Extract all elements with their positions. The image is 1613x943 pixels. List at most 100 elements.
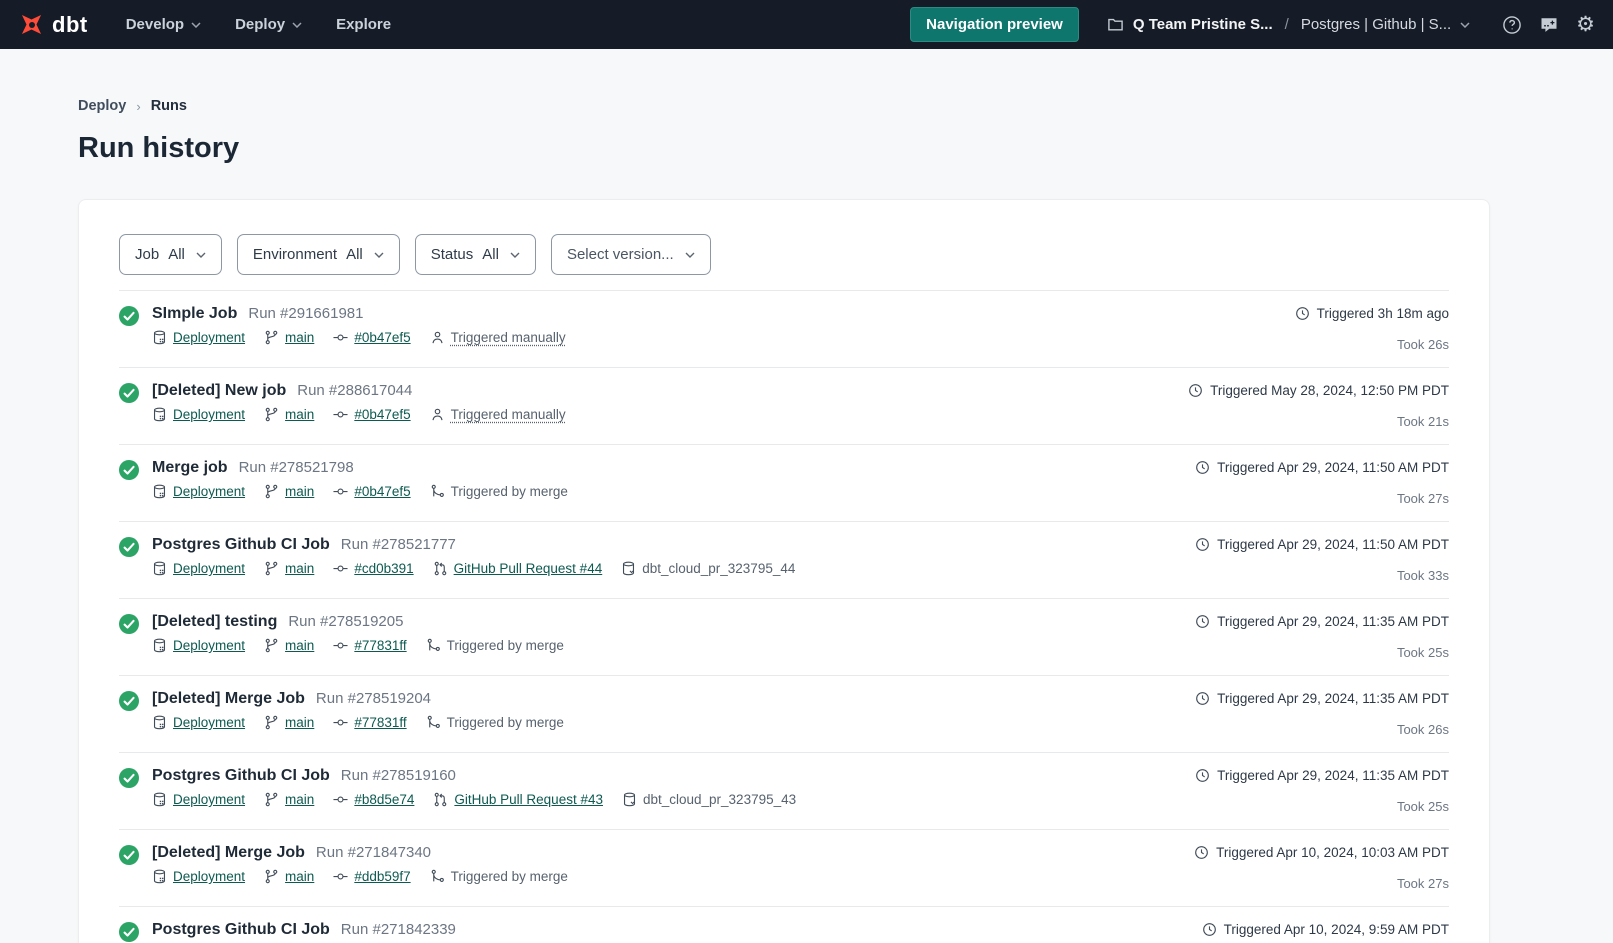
feedback-icon[interactable] — [1539, 15, 1559, 35]
branch-link[interactable]: main — [285, 561, 315, 576]
git-branch-icon — [264, 792, 279, 807]
run-row: SImple Job Run #291661981 Deployment — [119, 291, 1449, 368]
run-duration: Took 26s — [1396, 337, 1449, 352]
environment-link[interactable]: Deployment — [173, 561, 246, 576]
project-selector[interactable]: Q Team Pristine S... / Postgres | Github… — [1107, 16, 1470, 33]
main-menu: Develop Deploy Explore — [126, 16, 391, 33]
commit-link[interactable]: #77831ff — [354, 638, 407, 653]
run-duration: Took 25s — [1396, 799, 1449, 814]
schema-database-icon — [621, 561, 636, 576]
run-number: Run #291661981 — [248, 305, 364, 322]
environment-link[interactable]: Deployment — [173, 638, 246, 653]
environment-link[interactable]: Deployment — [173, 715, 246, 730]
version-filter[interactable]: Select version... — [550, 234, 711, 275]
settings-gear-icon[interactable]: ⚙ — [1576, 13, 1595, 36]
branch-link[interactable]: main — [285, 484, 315, 499]
run-row: Postgres Github CI Job Run #278521777 De… — [119, 522, 1449, 599]
git-merge-icon — [430, 484, 445, 499]
trigger-merge-label: Triggered by merge — [450, 869, 568, 884]
git-branch-icon — [264, 638, 279, 653]
run-number: Run #278521777 — [340, 536, 456, 553]
branch-link[interactable]: main — [285, 407, 315, 422]
help-icon[interactable] — [1502, 15, 1522, 35]
branch-link[interactable]: main — [285, 638, 315, 653]
run-number: Run #278521798 — [238, 459, 354, 476]
run-success-icon — [119, 460, 139, 480]
clock-icon — [1188, 383, 1203, 398]
pull-request-icon — [433, 561, 448, 576]
trigger-merge-label: Triggered by merge — [446, 638, 564, 653]
schema-name: dbt_cloud_pr_323795_43 — [642, 792, 797, 807]
folder-icon — [1107, 16, 1124, 33]
run-job-name[interactable]: [Deleted] Merge Job — [152, 690, 305, 707]
menu-explore[interactable]: Explore — [336, 16, 392, 33]
run-job-name[interactable]: [Deleted] Merge Job — [152, 844, 305, 861]
dbt-logo[interactable]: dbt — [18, 11, 88, 38]
chevron-down-icon — [292, 21, 302, 28]
run-number: Run #278519205 — [288, 613, 404, 630]
triggered-timestamp: Triggered Apr 29, 2024, 11:35 AM PDT — [1217, 614, 1449, 629]
environment-link[interactable]: Deployment — [173, 407, 246, 422]
run-duration: Took 33s — [1396, 568, 1449, 583]
breadcrumb-separator: › — [136, 98, 141, 114]
run-list: SImple Job Run #291661981 Deployment — [119, 291, 1449, 943]
run-success-icon — [119, 537, 139, 557]
job-filter[interactable]: Job All — [119, 234, 222, 275]
commit-link[interactable]: #ddb59f7 — [354, 869, 411, 884]
commit-link[interactable]: #77831ff — [354, 715, 407, 730]
pull-request-link[interactable]: GitHub Pull Request #43 — [454, 792, 603, 807]
environment-link[interactable]: Deployment — [173, 869, 246, 884]
branch-link[interactable]: main — [285, 715, 315, 730]
pull-request-link[interactable]: GitHub Pull Request #44 — [453, 561, 603, 576]
menu-develop[interactable]: Develop — [126, 16, 201, 33]
breadcrumb-deploy[interactable]: Deploy — [78, 98, 127, 114]
database-icon — [152, 484, 167, 499]
branch-link[interactable]: main — [285, 792, 315, 807]
commit-link[interactable]: #b8d5e74 — [354, 792, 415, 807]
clock-icon — [1195, 614, 1210, 629]
commit-link[interactable]: #0b47ef5 — [354, 330, 411, 345]
git-branch-icon — [264, 561, 279, 576]
clock-icon — [1195, 537, 1210, 552]
environment-link[interactable]: Deployment — [173, 330, 246, 345]
triggered-timestamp: Triggered Apr 29, 2024, 11:35 AM PDT — [1217, 768, 1449, 783]
run-job-name[interactable]: [Deleted] testing — [152, 613, 278, 630]
database-icon — [152, 330, 167, 345]
environment-link[interactable]: Deployment — [173, 484, 246, 499]
navigation-preview-button[interactable]: Navigation preview — [910, 7, 1079, 42]
run-job-name[interactable]: Postgres Github CI Job — [152, 536, 330, 553]
git-merge-icon — [426, 638, 441, 653]
commit-link[interactable]: #cd0b391 — [354, 561, 414, 576]
run-job-name[interactable]: Postgres Github CI Job — [152, 921, 330, 938]
run-duration: Took 26s — [1396, 722, 1449, 737]
run-success-icon — [119, 845, 139, 865]
run-number: Run #271842339 — [340, 921, 456, 938]
filter-bar: Job All Environment All Status All Selec… — [119, 234, 1449, 275]
environment-link[interactable]: Deployment — [173, 792, 246, 807]
commit-link[interactable]: #0b47ef5 — [354, 407, 411, 422]
git-branch-icon — [264, 715, 279, 730]
run-number: Run #278519160 — [340, 767, 456, 784]
pull-request-icon — [433, 792, 448, 807]
run-duration: Took 27s — [1396, 491, 1449, 506]
branch-link[interactable]: main — [285, 330, 315, 345]
clock-icon — [1195, 691, 1210, 706]
schema-name: dbt_cloud_pr_323795_44 — [642, 561, 796, 576]
status-filter[interactable]: Status All — [414, 234, 536, 275]
run-job-name[interactable]: [Deleted] New job — [152, 382, 287, 399]
run-number: Run #278519204 — [315, 690, 432, 707]
chevron-down-icon — [1460, 21, 1470, 28]
commit-link[interactable]: #0b47ef5 — [354, 484, 411, 499]
environment-filter[interactable]: Environment All — [236, 234, 400, 275]
run-job-name[interactable]: Postgres Github CI Job — [152, 767, 330, 784]
run-success-icon — [119, 768, 139, 788]
run-history-card: Job All Environment All Status All Selec… — [78, 199, 1490, 943]
dbt-logo-text: dbt — [52, 11, 88, 37]
menu-deploy[interactable]: Deploy — [235, 16, 302, 33]
project-name: Q Team Pristine S... — [1132, 16, 1273, 33]
run-job-name[interactable]: SImple Job — [152, 305, 238, 322]
database-icon — [152, 869, 167, 884]
run-job-name[interactable]: Merge job — [152, 459, 228, 476]
branch-link[interactable]: main — [285, 869, 315, 884]
chevron-down-icon — [374, 252, 384, 258]
